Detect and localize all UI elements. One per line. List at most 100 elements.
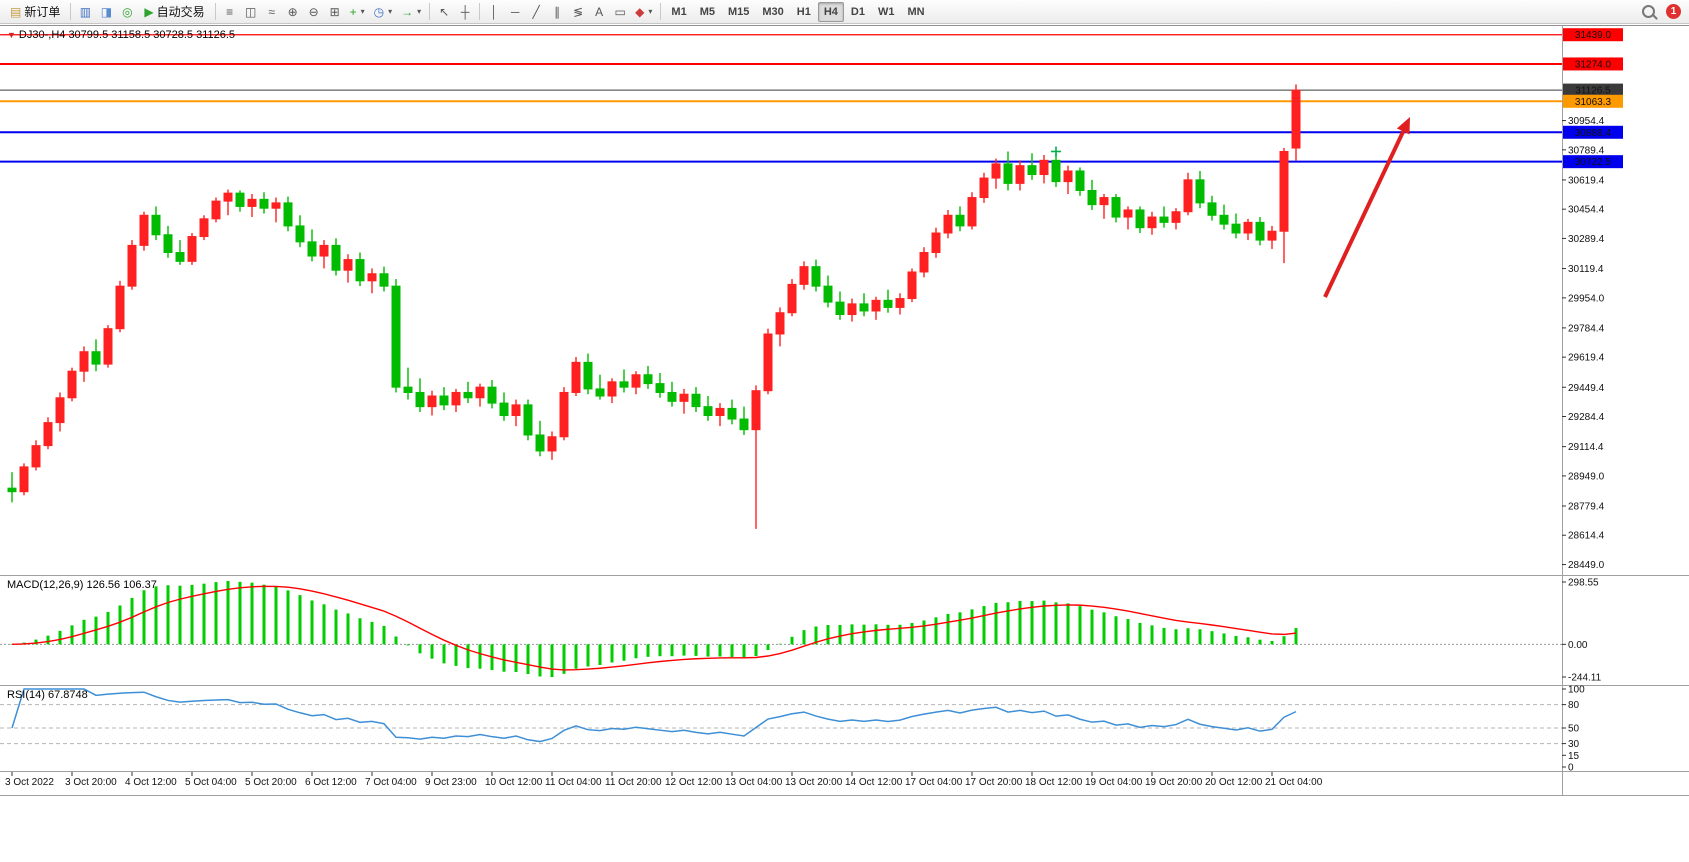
- svg-text:11 Oct 04:00: 11 Oct 04:00: [545, 777, 602, 788]
- caret-down-icon: ▾: [648, 7, 653, 16]
- timeframe-button-h4[interactable]: H4: [817, 1, 844, 22]
- arrows-tool-button[interactable]: ◆ ▾: [631, 2, 656, 22]
- channel-button[interactable]: ∥: [547, 2, 567, 22]
- notification-badge[interactable]: 1: [1666, 4, 1681, 19]
- macd-signal-line: [11, 585, 1297, 671]
- price-badge-31274.0: 31274.0: [1563, 57, 1623, 71]
- indicators-icon: +: [349, 4, 357, 19]
- svg-text:19 Oct 04:00: 19 Oct 04:00: [1085, 777, 1143, 788]
- time-axis: 3 Oct 2022 3 Oct 20:00 4 Oct 12:00 5 Oct 04…: [5, 772, 1323, 788]
- svg-text:30722.5: 30722.5: [1575, 157, 1612, 168]
- zoom-out-icon: ⊖: [308, 4, 319, 19]
- toolbar-separator: [660, 3, 662, 20]
- trendline-button[interactable]: ╱: [526, 2, 546, 22]
- line-chart-button[interactable]: ≈: [262, 2, 282, 22]
- svg-text:30954.4: 30954.4: [1568, 116, 1605, 127]
- channel-icon: ∥: [554, 4, 561, 19]
- svg-text:19 Oct 20:00: 19 Oct 20:00: [1145, 777, 1203, 788]
- autotrading-icon: ▶: [144, 4, 154, 19]
- bar-chart-button[interactable]: ≡: [220, 2, 240, 22]
- svg-text:0: 0: [1568, 763, 1574, 774]
- timeframe-button-h1[interactable]: H1: [791, 2, 817, 22]
- svg-text:17 Oct 20:00: 17 Oct 20:00: [965, 777, 1023, 788]
- rsi-header: RSI(14) 67.8748: [7, 689, 88, 701]
- clock-icon: ◷: [373, 4, 385, 19]
- svg-text:29619.4: 29619.4: [1568, 353, 1605, 364]
- candlestick-icon: ◫: [244, 4, 257, 19]
- autotrading-label: 自动交易: [156, 5, 205, 19]
- macd-header: MACD(12,26,9) 126.56 106.37: [7, 579, 157, 591]
- vertical-line-icon: │: [490, 4, 498, 19]
- symbol-icon: ▼: [7, 30, 16, 40]
- horizontal-line-icon: ─: [510, 4, 520, 19]
- timeframe-button-d1[interactable]: D1: [845, 2, 871, 22]
- svg-text:31274.0: 31274.0: [1575, 59, 1612, 70]
- svg-text:0.00: 0.00: [1568, 640, 1588, 651]
- chart-shift-button[interactable]: → ▾: [397, 2, 425, 22]
- svg-text:29954.0: 29954.0: [1568, 293, 1605, 304]
- svg-text:29114.4: 29114.4: [1568, 442, 1604, 453]
- text-label-button[interactable]: ▭: [610, 2, 630, 22]
- bar-chart-icon: ≡: [226, 4, 234, 19]
- new-order-button[interactable]: ▤ 新订单: [4, 2, 66, 22]
- svg-text:28949.0: 28949.0: [1568, 471, 1605, 482]
- svg-text:30454.4: 30454.4: [1568, 205, 1605, 216]
- svg-text:50: 50: [1568, 724, 1580, 735]
- timeframe-group: M1 M5 M15 M30 H1 H4 D1 W1 MN: [665, 1, 930, 22]
- cursor-button[interactable]: ↖: [434, 2, 454, 22]
- svg-text:17 Oct 04:00: 17 Oct 04:00: [905, 777, 963, 788]
- timeframe-button-mn[interactable]: MN: [901, 2, 930, 22]
- svg-text:29449.4: 29449.4: [1568, 383, 1605, 394]
- svg-text:29784.4: 29784.4: [1568, 323, 1605, 334]
- search-icon[interactable]: [1642, 5, 1655, 18]
- sound-icon: ◎: [122, 4, 133, 19]
- fibonacci-button[interactable]: ≶: [568, 2, 588, 22]
- svg-text:30789.4: 30789.4: [1568, 145, 1605, 156]
- fibonacci-icon: ≶: [573, 4, 584, 19]
- caret-down-icon: ▾: [417, 7, 422, 16]
- svg-text:6 Oct 12:00: 6 Oct 12:00: [305, 777, 357, 788]
- svg-text:31439.0: 31439.0: [1575, 30, 1612, 41]
- chart-canvas[interactable]: 30954.4 30789.4 30619.4 30454.4 30289.4 30119…: [0, 25, 1689, 862]
- trendline-icon: ╱: [532, 4, 540, 19]
- periods-button[interactable]: ◷ ▾: [370, 2, 397, 22]
- toolbar: ▤ 新订单 ▥ ◨ ◎ ▶ 自动交易 ≡ ◫ ≈ ⊕ ⊖ ⊞ + ▾ ◷ ▾ → ▾ …: [0, 0, 1689, 24]
- arrow-annotation[interactable]: [1323, 117, 1410, 298]
- candlestick-chart-button[interactable]: ◫: [241, 2, 261, 22]
- timeframe-button-m30[interactable]: M30: [756, 2, 789, 22]
- indicators-button[interactable]: + ▾: [346, 2, 369, 22]
- zoom-in-button[interactable]: ⊕: [283, 2, 303, 22]
- autotrading-button[interactable]: ▶ 自动交易: [138, 2, 210, 22]
- text-tool-button[interactable]: A: [589, 2, 609, 22]
- svg-text:4 Oct 12:00: 4 Oct 12:00: [125, 777, 177, 788]
- timeframe-button-m15[interactable]: M15: [722, 2, 755, 22]
- chart-ohlc-text: DJ30-,H4 30799.5 31158.5 30728.5 31126.5: [18, 29, 236, 41]
- terminal-button[interactable]: ◨: [96, 2, 116, 22]
- svg-text:29284.4: 29284.4: [1568, 412, 1605, 423]
- horizontal-line-button[interactable]: ─: [505, 2, 525, 22]
- crosshair-icon: ┼: [460, 4, 470, 19]
- line-chart-icon: ≈: [268, 4, 275, 19]
- vertical-line-button[interactable]: │: [484, 2, 504, 22]
- svg-text:30289.4: 30289.4: [1568, 234, 1605, 245]
- new-order-icon: ▤: [10, 4, 22, 19]
- svg-text:3 Oct 20:00: 3 Oct 20:00: [65, 777, 117, 788]
- toolbar-separator: [214, 3, 216, 20]
- tile-windows-button[interactable]: ⊞: [325, 2, 345, 22]
- charts-button[interactable]: ▥: [75, 2, 95, 22]
- svg-text:15: 15: [1568, 751, 1580, 762]
- zoom-in-icon: ⊕: [287, 4, 298, 19]
- svg-text:13 Oct 04:00: 13 Oct 04:00: [725, 777, 783, 788]
- timeframe-button-w1[interactable]: W1: [872, 2, 901, 22]
- sounds-button[interactable]: ◎: [117, 2, 137, 22]
- svg-text:12 Oct 12:00: 12 Oct 12:00: [665, 777, 723, 788]
- svg-text:30888.4: 30888.4: [1575, 128, 1612, 139]
- svg-text:28779.4: 28779.4: [1568, 501, 1605, 512]
- timeframe-button-m1[interactable]: M1: [665, 2, 692, 22]
- zoom-out-button[interactable]: ⊖: [304, 2, 324, 22]
- price-badge-31126.5: 31126.5: [1563, 83, 1623, 97]
- crosshair-button[interactable]: ┼: [455, 2, 475, 22]
- timeframe-button-m5[interactable]: M5: [694, 2, 721, 22]
- candles[interactable]: [7, 84, 1301, 529]
